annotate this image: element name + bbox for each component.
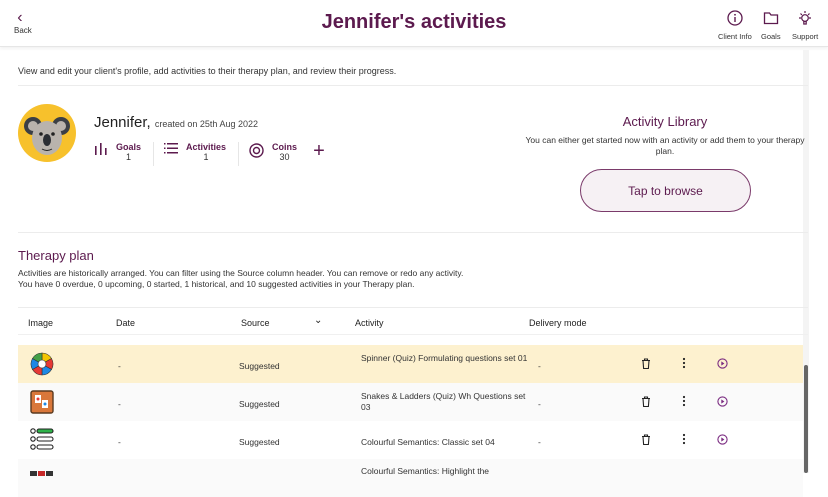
add-coins-button[interactable]: + <box>313 140 325 162</box>
chevron-down-icon[interactable]: ⌄ <box>314 315 323 326</box>
support-button[interactable]: Support <box>792 10 818 41</box>
play-icon[interactable] <box>717 396 728 409</box>
back-button[interactable]: ‹ Back <box>14 10 32 36</box>
therapy-plan-description: Activities are historically arranged. Yo… <box>18 268 463 290</box>
column-activity: Activity <box>355 318 384 328</box>
client-name-text: Jennifer, <box>94 114 151 131</box>
cell-source: Suggested <box>239 361 280 371</box>
activity-library: Activity Library You can either get star… <box>520 114 810 157</box>
table-row[interactable]: Colourful Semantics: Highlight the <box>18 459 803 497</box>
avatar <box>18 104 76 162</box>
column-delivery-mode: Delivery mode <box>529 318 587 328</box>
activity-library-title: Activity Library <box>622 114 708 129</box>
table-row[interactable]: - Suggested Snakes & Ladders (Quiz) Wh Q… <box>18 383 803 421</box>
client-stats: Goals 1 Activities 1 Coins 30 + <box>95 140 325 166</box>
divider <box>18 334 808 335</box>
cell-source: Suggested <box>239 437 280 447</box>
activity-library-text: You can either get started now with an a… <box>525 135 805 156</box>
stat-label: Goals <box>116 142 142 152</box>
cell-activity: Snakes & Ladders (Quiz) Wh Questions set… <box>361 391 526 412</box>
play-icon[interactable] <box>717 434 728 447</box>
stat-goals[interactable]: Goals 1 <box>95 142 155 166</box>
more-options-icon[interactable] <box>682 357 686 371</box>
table-row[interactable]: - Suggested Colourful Semantics: Classic… <box>18 421 803 459</box>
stat-value: 1 <box>203 152 209 162</box>
cell-delivery-mode: - <box>538 361 541 371</box>
support-label: Support <box>792 32 819 41</box>
trash-icon[interactable] <box>641 396 651 409</box>
activity-thumbnail-icon <box>30 469 54 479</box>
cell-date: - <box>118 399 121 409</box>
divider <box>18 85 808 86</box>
activity-thumbnail-icon <box>30 390 54 416</box>
cell-date: - <box>118 437 121 447</box>
therapy-desc-line: You have 0 overdue, 0 upcoming, 0 starte… <box>18 279 415 289</box>
column-date[interactable]: Date <box>116 318 136 328</box>
top-bar: ‹ Back Jennifer's activities Client Info… <box>0 0 828 47</box>
column-source[interactable]: Source <box>241 318 270 328</box>
intro-text: View and edit your client's profile, add… <box>18 66 397 76</box>
coin-icon <box>249 143 264 158</box>
cell-activity: Spinner (Quiz) Formulating questions set… <box>361 353 528 363</box>
cell-source: Suggested <box>239 399 280 409</box>
table-row[interactable]: - Suggested Spinner (Quiz) Formulating q… <box>18 345 803 383</box>
trash-icon[interactable] <box>641 358 651 371</box>
bar-chart-icon <box>95 143 107 155</box>
goals-label: Goals <box>761 32 781 41</box>
play-icon[interactable] <box>717 358 728 371</box>
client-name: Jennifer, created on 25th Aug 2022 <box>94 114 258 131</box>
activity-thumbnail-icon <box>30 352 54 378</box>
table-header: Image Date Source ⌄ Activity Delivery mo… <box>18 307 808 335</box>
cell-activity: Colourful Semantics: Highlight the <box>361 466 490 476</box>
cell-activity: Colourful Semantics: Classic set 04 <box>361 437 495 447</box>
list-icon <box>164 143 179 154</box>
cell-delivery-mode: - <box>538 437 541 447</box>
therapy-plan-title: Therapy plan <box>18 248 94 263</box>
stat-coins[interactable]: Coins 30 <box>249 142 309 166</box>
divider <box>18 232 808 233</box>
column-image: Image <box>28 318 54 328</box>
info-icon <box>727 10 743 26</box>
stat-activities[interactable]: Activities 1 <box>164 142 240 166</box>
scrollbar-track[interactable] <box>803 50 809 473</box>
therapy-desc-line: Activities are historically arranged. Yo… <box>18 268 464 278</box>
chevron-left-icon: ‹ <box>17 9 23 26</box>
stat-label: Activities <box>186 142 227 152</box>
stat-label: Coins <box>272 142 298 152</box>
page-title: Jennifer's activities <box>321 11 507 33</box>
back-label: Back <box>14 26 32 35</box>
lightbulb-icon <box>799 11 812 25</box>
scrollbar-thumb[interactable] <box>804 365 808 473</box>
activity-thumbnail-icon <box>30 428 54 452</box>
stat-value: 30 <box>279 152 290 162</box>
folder-icon <box>763 12 778 25</box>
trash-icon[interactable] <box>641 434 651 447</box>
cell-delivery-mode: - <box>538 399 541 409</box>
koala-icon <box>24 117 70 155</box>
goals-button[interactable]: Goals <box>761 10 781 41</box>
more-options-icon[interactable] <box>682 395 686 409</box>
more-options-icon[interactable] <box>682 433 686 447</box>
client-info-label: Client Info <box>718 32 752 41</box>
cell-date: - <box>118 361 121 371</box>
browse-button[interactable]: Tap to browse <box>580 169 751 212</box>
client-info-button[interactable]: Client Info <box>718 10 752 41</box>
created-date: created on 25th Aug 2022 <box>154 119 258 129</box>
stat-value: 1 <box>126 152 132 162</box>
